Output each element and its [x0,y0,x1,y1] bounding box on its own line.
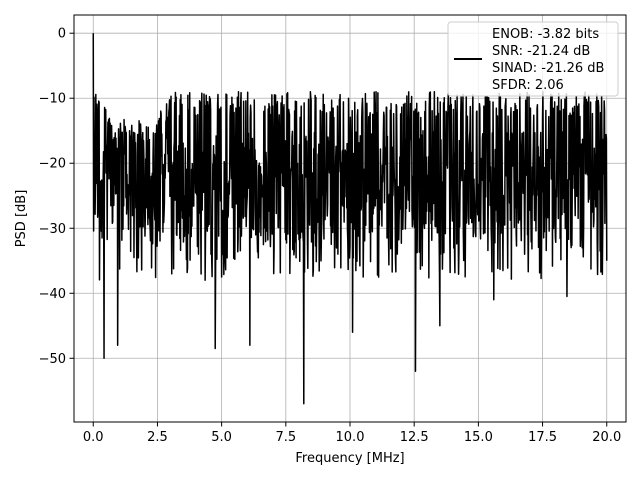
y-tick-label: −40 [39,287,66,302]
legend-box [447,21,619,97]
y-axis-ticks: 0 −10 −20 −30 −40 −50 [39,27,74,367]
x-tick-label: 5.0 [211,430,232,445]
x-tick-label: 7.5 [275,430,296,445]
x-tick-label: 15.0 [464,430,493,445]
x-tick-label: 2.5 [147,430,168,445]
x-axis-ticks: 0.0 2.5 5.0 7.5 10.0 12.5 15.0 17.5 20.0 [83,422,621,445]
x-tick-label: 0.0 [83,430,104,445]
legend-entry-enob: ENOB: -3.82 bits [492,27,599,42]
y-axis-label: PSD [dB] [14,190,29,248]
legend-entry-sinad: SINAD: -21.26 dB [492,61,604,76]
x-axis-label: Frequency [MHz] [295,451,404,466]
y-tick-label: 0 [58,27,66,42]
x-tick-label: 20.0 [592,430,621,445]
psd-series-line [92,33,608,405]
y-tick-label: −20 [39,157,66,172]
legend: ENOB: -3.82 bits SNR: -21.24 dB SINAD: -… [447,21,619,97]
series-layer [92,33,608,405]
y-tick-label: −10 [39,92,66,107]
y-tick-label: −30 [39,222,66,237]
legend-entry-sfdr: SFDR: 2.06 [492,78,564,93]
legend-entry-snr: SNR: -21.24 dB [492,44,590,59]
x-tick-label: 12.5 [400,430,429,445]
y-tick-label: −50 [39,352,66,367]
x-tick-label: 10.0 [336,430,365,445]
x-tick-label: 17.5 [528,430,557,445]
